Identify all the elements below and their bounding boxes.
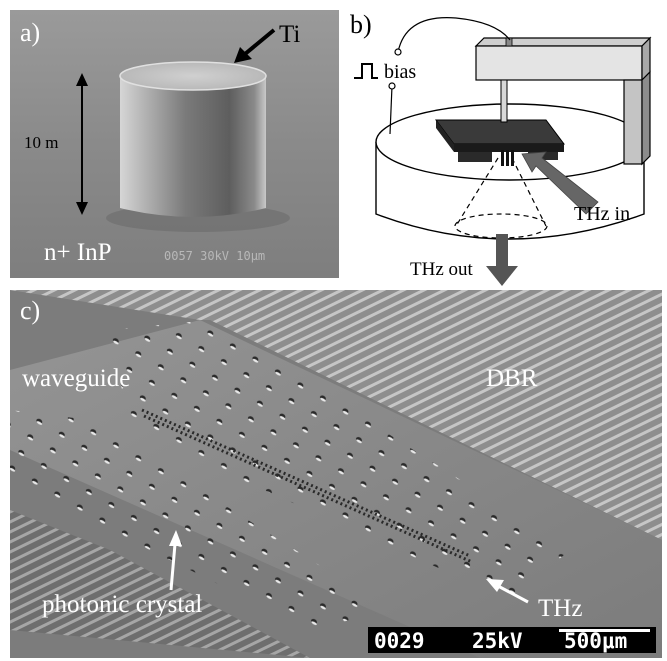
dbr-label: DBR xyxy=(486,365,538,392)
device-sem-image xyxy=(10,290,662,658)
height-label: 10 m xyxy=(24,133,59,152)
waveguide-label: waveguide xyxy=(22,365,131,392)
ti-pointer-arrow-icon xyxy=(234,28,276,63)
sem-scale-bar: 0029 25kV 500μm xyxy=(368,627,656,653)
panel-b-label: b) xyxy=(350,10,372,39)
thz-pointer-arrow-icon xyxy=(486,579,529,604)
ti-label: Ti xyxy=(279,21,301,48)
pillar-sem-image xyxy=(10,10,339,278)
crystal-pointer-arrow-icon xyxy=(169,530,182,591)
dbr-grating-upper xyxy=(10,290,662,540)
panel-c-device-sem: c) waveguide DBR photonic crystal THz 00… xyxy=(10,290,662,658)
photonic-crystal-label: photonic crystal xyxy=(42,591,203,618)
sem-info-text: 0057 30kV 10μm xyxy=(164,249,266,263)
pillar-body xyxy=(120,76,266,217)
dbr-grating-lower xyxy=(10,510,310,658)
height-arrow-icon xyxy=(76,73,88,215)
thz-out-arrow-icon xyxy=(486,234,518,286)
photonic-crystal-upper xyxy=(110,320,570,600)
probe-gantry xyxy=(474,36,652,166)
scale-id: 0029 xyxy=(374,629,425,653)
panel-a-sem-micrograph: a) Ti 10 m n+ InP 0057 30kV 10μm xyxy=(10,10,339,278)
bias-wires xyxy=(388,17,511,135)
panel-a-label: a) xyxy=(20,18,41,47)
panel-b-schematic: b) bias THz in THz out xyxy=(346,4,664,288)
pulse-icon xyxy=(354,63,378,79)
photonic-crystal-lower xyxy=(10,410,390,630)
scale-voltage: 25kV xyxy=(472,629,523,653)
panel-c-label: c) xyxy=(20,296,41,325)
thz-in-arrow-icon xyxy=(521,151,599,215)
substrate-label: n+ InP xyxy=(44,239,112,266)
thz-out-label: THz out xyxy=(410,259,473,280)
scale-line xyxy=(559,629,650,632)
thz-in-label: THz in xyxy=(574,203,631,225)
pillar-top-ti-cap xyxy=(119,61,267,91)
scale-length: 500μm xyxy=(564,629,628,653)
bias-label: bias xyxy=(384,61,417,83)
thz-label: THz xyxy=(538,595,583,622)
setup-schematic-diagram xyxy=(354,17,652,286)
